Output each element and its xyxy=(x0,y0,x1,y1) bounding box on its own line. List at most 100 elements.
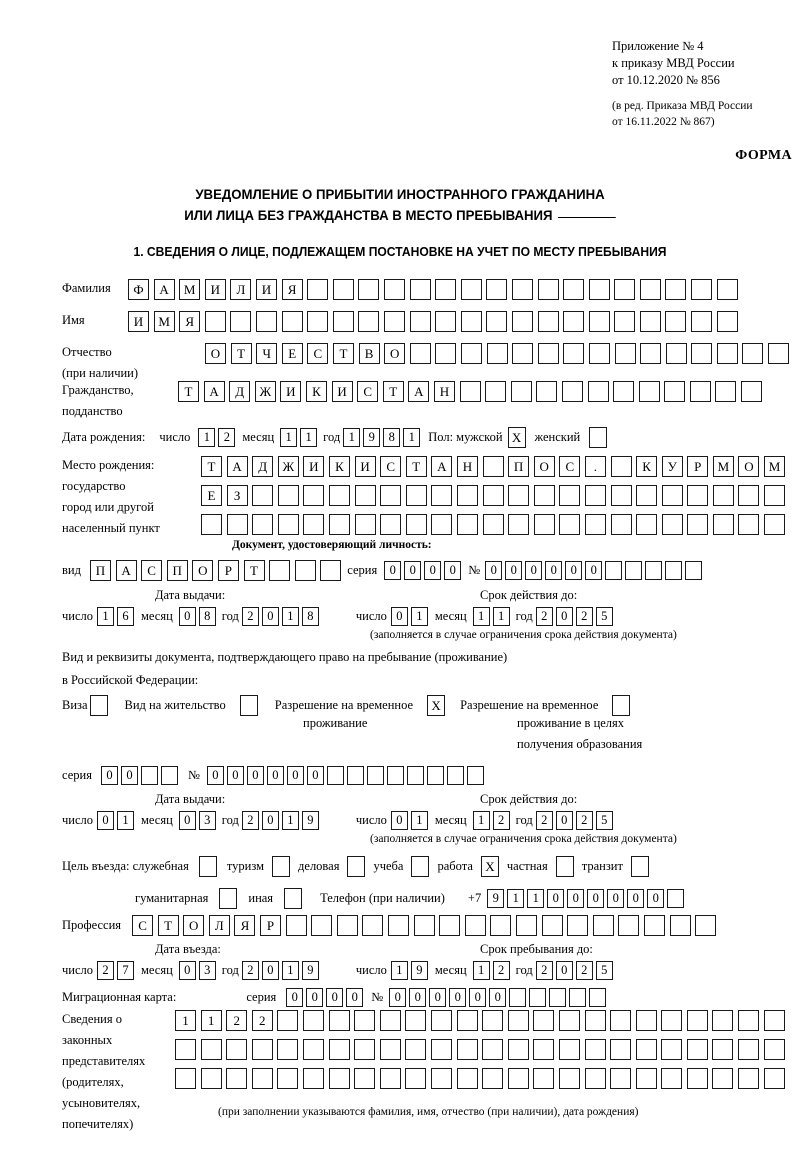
form-cell[interactable]: 2 xyxy=(575,607,593,626)
form-cell[interactable] xyxy=(636,514,658,535)
form-cell[interactable] xyxy=(661,1068,683,1089)
form-cell[interactable] xyxy=(328,1039,350,1060)
form-cell[interactable] xyxy=(405,514,427,535)
form-cell[interactable] xyxy=(716,279,738,300)
form-cell[interactable]: Н xyxy=(456,456,478,477)
form-cell[interactable]: И xyxy=(204,279,226,300)
form-cell[interactable]: 0 xyxy=(346,988,364,1007)
form-cell[interactable]: М xyxy=(153,311,175,332)
form-cell[interactable]: 1 xyxy=(175,1010,196,1031)
form-cell[interactable]: 0 xyxy=(449,988,467,1007)
form-cell[interactable]: 0 xyxy=(567,889,585,908)
form-cell[interactable] xyxy=(200,1039,222,1060)
form-cell[interactable]: 2 xyxy=(492,961,510,980)
form-cell[interactable]: 0 xyxy=(206,766,224,785)
form-cell[interactable]: 0 xyxy=(555,961,573,980)
form-cell[interactable] xyxy=(584,1010,606,1031)
birth-place-row-3-cells[interactable] xyxy=(201,514,786,535)
form-cell[interactable] xyxy=(460,343,482,364)
form-cell[interactable]: 0 xyxy=(178,961,196,980)
form-cell[interactable]: 9 xyxy=(363,428,381,447)
form-cell[interactable] xyxy=(456,1039,478,1060)
form-cell[interactable] xyxy=(625,561,643,580)
form-cell[interactable] xyxy=(559,514,581,535)
form-cell[interactable] xyxy=(456,485,478,506)
form-cell[interactable] xyxy=(661,1039,683,1060)
form-cell[interactable] xyxy=(667,889,685,908)
form-cell[interactable]: 1 xyxy=(507,889,525,908)
form-cell[interactable] xyxy=(426,766,444,785)
form-cell[interactable]: Л xyxy=(208,915,230,936)
form-cell[interactable]: 1 xyxy=(281,961,299,980)
purpose-official-checkbox[interactable] xyxy=(198,856,217,877)
form-cell[interactable]: 2 xyxy=(241,961,259,980)
form-cell[interactable]: 0 xyxy=(261,811,279,830)
form-cell[interactable] xyxy=(508,485,530,506)
form-cell[interactable] xyxy=(311,915,333,936)
purpose-tourism-checkbox[interactable] xyxy=(272,856,291,877)
form-cell[interactable]: Ж xyxy=(254,381,276,402)
form-cell[interactable] xyxy=(255,311,277,332)
purpose-study-checkbox[interactable] xyxy=(411,856,430,877)
form-cell[interactable]: 5 xyxy=(595,811,613,830)
form-cell[interactable] xyxy=(509,988,527,1007)
form-cell[interactable]: 0 xyxy=(226,766,244,785)
purpose-work-checkbox[interactable]: X xyxy=(480,856,499,877)
form-cell[interactable]: Ч xyxy=(256,343,278,364)
legal-rep-row-3-cells[interactable] xyxy=(175,1068,785,1089)
form-cell[interactable]: И xyxy=(331,381,353,402)
form-cell[interactable]: А xyxy=(153,279,175,300)
form-cell[interactable] xyxy=(354,514,376,535)
form-cell[interactable] xyxy=(379,1068,401,1089)
form-cell[interactable] xyxy=(269,560,291,581)
form-cell[interactable]: 0 xyxy=(266,766,284,785)
form-cell[interactable] xyxy=(510,381,532,402)
form-cell[interactable]: С xyxy=(132,915,154,936)
form-cell[interactable]: 0 xyxy=(565,561,583,580)
form-cell[interactable]: М xyxy=(179,279,201,300)
form-cell[interactable] xyxy=(140,766,158,785)
form-cell[interactable]: 1 xyxy=(198,428,216,447)
form-cell[interactable] xyxy=(486,311,508,332)
form-cell[interactable] xyxy=(277,1010,299,1031)
form-cell[interactable]: А xyxy=(431,456,453,477)
form-cell[interactable] xyxy=(409,311,431,332)
form-cell[interactable]: О xyxy=(533,456,555,477)
form-cell[interactable]: 9 xyxy=(487,889,505,908)
form-cell[interactable]: Т xyxy=(382,381,404,402)
form-cell[interactable] xyxy=(569,988,587,1007)
form-cell[interactable]: 0 xyxy=(555,607,573,626)
form-cell[interactable] xyxy=(558,1039,580,1060)
form-cell[interactable]: 0 xyxy=(627,889,645,908)
form-cell[interactable] xyxy=(307,311,329,332)
form-cell[interactable] xyxy=(764,485,786,506)
form-cell[interactable] xyxy=(160,766,178,785)
form-cell[interactable] xyxy=(558,1068,580,1089)
form-cell[interactable] xyxy=(294,560,316,581)
purpose-business-checkbox[interactable] xyxy=(347,856,366,877)
form-cell[interactable]: Д xyxy=(252,456,274,477)
form-cell[interactable] xyxy=(689,381,711,402)
purpose-other-checkbox[interactable] xyxy=(284,888,303,909)
form-cell[interactable]: 2 xyxy=(218,428,236,447)
form-cell[interactable]: Ж xyxy=(277,456,299,477)
form-cell[interactable]: Т xyxy=(230,343,252,364)
form-cell[interactable] xyxy=(251,1068,273,1089)
form-cell[interactable] xyxy=(430,1068,452,1089)
form-cell[interactable] xyxy=(204,311,226,332)
form-cell[interactable] xyxy=(386,766,404,785)
form-cell[interactable]: 1 xyxy=(410,607,428,626)
form-cell[interactable]: 0 xyxy=(390,607,408,626)
form-cell[interactable]: О xyxy=(738,456,760,477)
form-cell[interactable] xyxy=(507,1068,529,1089)
form-cell[interactable] xyxy=(354,1039,376,1060)
form-cell[interactable]: 0 xyxy=(120,766,138,785)
form-cell[interactable]: С xyxy=(559,456,581,477)
